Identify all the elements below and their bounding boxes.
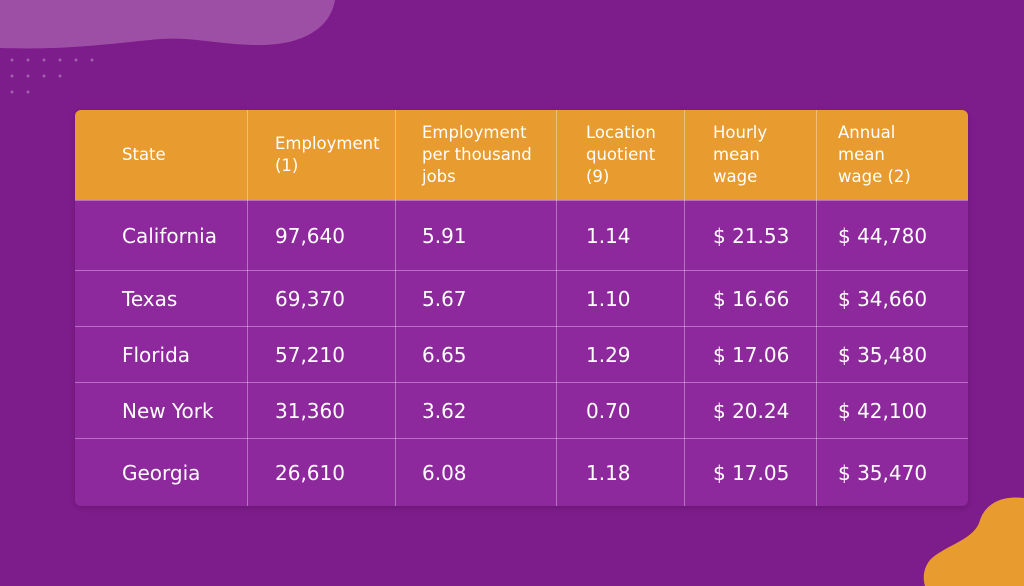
cell-text: $ 17.05	[713, 460, 790, 485]
table-cell: 97,640	[247, 200, 395, 270]
header-cell: State	[75, 110, 247, 200]
cell-text: $ 34,660	[838, 286, 928, 311]
table-cell: $ 34,660	[816, 270, 968, 326]
cell-text: 0.70	[586, 398, 631, 423]
column-divider	[247, 110, 248, 506]
table-cell: $ 42,100	[816, 382, 968, 438]
table-cell: California	[75, 200, 247, 270]
header-cell: Location quotient (9)	[556, 110, 684, 200]
table-cell: $ 35,470	[816, 438, 968, 506]
table-cell: 6.08	[395, 438, 556, 506]
cell-text: 1.29	[586, 342, 631, 367]
table-cell: $ 20.24	[684, 382, 816, 438]
cell-text: Georgia	[122, 460, 201, 485]
cell-text: 1.18	[586, 460, 631, 485]
column-divider	[684, 110, 685, 506]
table-cell: 0.70	[556, 382, 684, 438]
column-divider	[395, 110, 396, 506]
table-cell: $ 35,480	[816, 326, 968, 382]
table-cell: 69,370	[247, 270, 395, 326]
table-cell: 1.18	[556, 438, 684, 506]
cell-text: $ 35,480	[838, 342, 928, 367]
dots	[10, 58, 94, 94]
table-cell: 31,360	[247, 382, 395, 438]
table-cell: 5.67	[395, 270, 556, 326]
cell-text: 3.62	[422, 398, 467, 423]
cell-text: Florida	[122, 342, 191, 367]
header-text: Employment (1)	[275, 134, 380, 175]
blob-top-left	[0, 0, 335, 49]
cell-text: 5.67	[422, 286, 467, 311]
cell-text: 69,370	[275, 286, 345, 311]
header-cell: Employment (1)	[247, 110, 395, 200]
cell-text: 57,210	[275, 342, 345, 367]
table-cell: $ 44,780	[816, 200, 968, 270]
table-cell: New York	[75, 382, 247, 438]
cell-text: New York	[122, 398, 214, 423]
header-text: Hourly mean wage	[713, 123, 768, 186]
table-cell: $ 17.06	[684, 326, 816, 382]
header-text: Annual mean wage (2)	[838, 123, 911, 186]
table-cell: $ 21.53	[684, 200, 816, 270]
cell-text: 1.14	[586, 223, 631, 248]
cell-text: $ 42,100	[838, 398, 928, 423]
cell-text: $ 17.06	[713, 342, 790, 367]
cell-text: $ 16.66	[713, 286, 790, 311]
table-cell: 26,610	[247, 438, 395, 506]
cell-text: $ 21.53	[713, 223, 790, 248]
header-cell: Hourly mean wage	[684, 110, 816, 200]
cell-text: $ 20.24	[713, 398, 790, 423]
column-divider	[816, 110, 817, 506]
cell-text: $ 44,780	[838, 223, 928, 248]
blob-bottom-right	[923, 497, 1024, 586]
table-cell: 1.10	[556, 270, 684, 326]
cell-text: 6.65	[422, 342, 467, 367]
cell-text: $ 35,470	[838, 460, 928, 485]
table-cell: Texas	[75, 270, 247, 326]
table-cell: 57,210	[247, 326, 395, 382]
cell-text: 1.10	[586, 286, 631, 311]
header-cell: Employment per thousand jobs	[395, 110, 556, 200]
table-cell: 1.29	[556, 326, 684, 382]
table: State Employment (1) Employment per thousa…	[75, 110, 968, 506]
cell-text: 97,640	[275, 223, 345, 248]
header-text: Location quotient (9)	[586, 123, 656, 186]
cell-text: Texas	[122, 286, 178, 311]
table-cell: 1.14	[556, 200, 684, 270]
column-divider	[556, 110, 557, 506]
header-text: Employment per thousand jobs	[422, 123, 532, 186]
header-text: State	[122, 145, 166, 164]
cell-text: 31,360	[275, 398, 345, 423]
header-cell: Annual mean wage (2)	[816, 110, 968, 200]
table-cell: $ 16.66	[684, 270, 816, 326]
cell-text: 6.08	[422, 460, 467, 485]
table-cell: 3.62	[395, 382, 556, 438]
cell-text: 5.91	[422, 223, 467, 248]
table-cell: 5.91	[395, 200, 556, 270]
table-cell: Florida	[75, 326, 247, 382]
table-cell: 6.65	[395, 326, 556, 382]
table-cell: Georgia	[75, 438, 247, 506]
table-cell: $ 17.05	[684, 438, 816, 506]
cell-text: California	[122, 223, 217, 248]
cell-text: 26,610	[275, 460, 345, 485]
